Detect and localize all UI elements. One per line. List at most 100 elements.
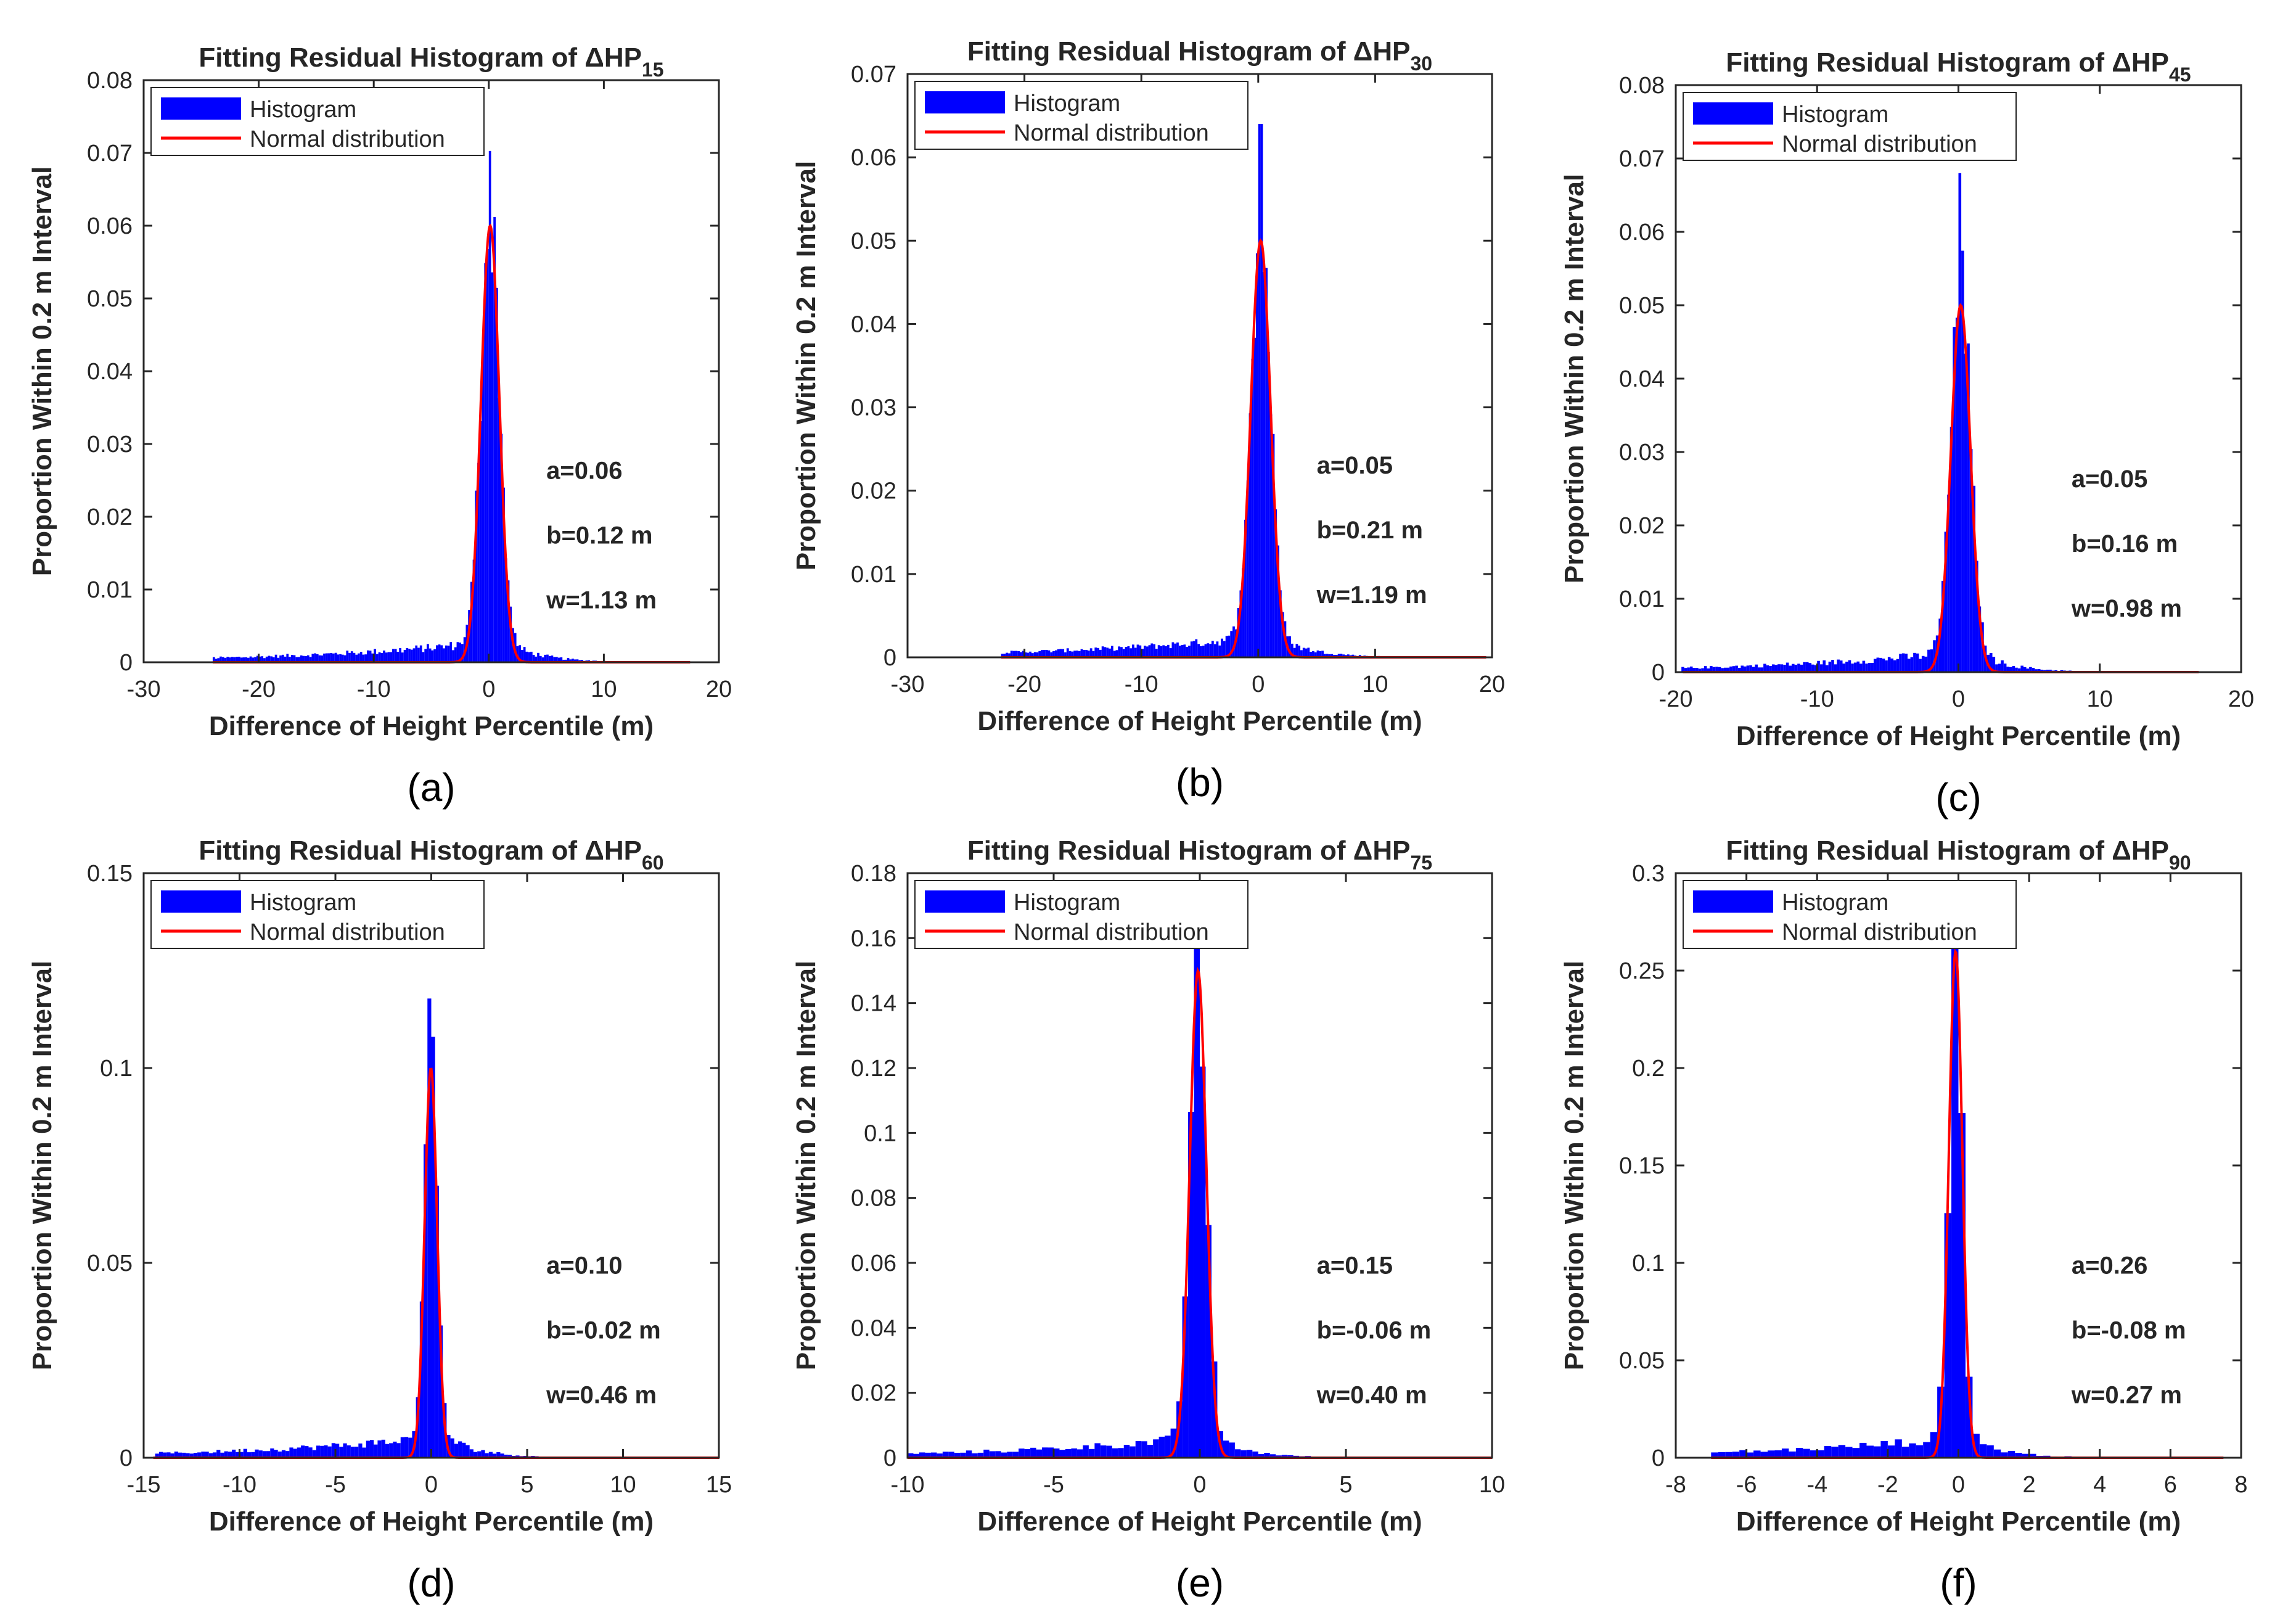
histogram-bar <box>1146 646 1149 657</box>
histogram-bar <box>1181 644 1184 657</box>
y-tick-label: 0.08 <box>851 1186 896 1212</box>
x-tick-label: 8 <box>2234 1472 2247 1498</box>
histogram-bar <box>293 655 296 662</box>
y-tick-label: 0.04 <box>1619 366 1665 392</box>
x-tick-label: 0 <box>1952 686 1965 712</box>
histogram-bar <box>1930 649 1933 672</box>
histogram-bar <box>481 1450 485 1458</box>
histogram-bar <box>438 1325 443 1458</box>
histogram-bar <box>1351 654 1355 657</box>
histogram-bar <box>1256 253 1258 658</box>
histogram-bar <box>1749 665 1752 672</box>
histogram-bar <box>1017 651 1020 657</box>
histogram-bar <box>1087 650 1090 657</box>
histogram-bar <box>544 654 547 662</box>
histogram-bar <box>1232 626 1235 657</box>
histogram-bar <box>1896 659 1900 672</box>
histogram-bar <box>236 1452 240 1458</box>
histogram-bar <box>1307 647 1310 657</box>
histogram-bar <box>419 645 422 662</box>
histogram-bar <box>456 642 459 662</box>
histogram-bar <box>284 656 287 662</box>
histogram-bar <box>1777 664 1781 672</box>
histogram-bar <box>375 654 379 662</box>
histogram-bar <box>385 652 388 662</box>
histogram-bar <box>1781 1448 1789 1458</box>
histogram-bar <box>228 1452 232 1458</box>
histogram-bar <box>272 657 275 662</box>
histogram-bar <box>408 649 411 662</box>
histogram-bar <box>1989 652 1993 672</box>
histogram-bar <box>1958 173 1962 672</box>
fit-annotation: w=1.19 m <box>1316 581 1427 609</box>
histogram-bar <box>1684 668 1687 672</box>
histogram-bar <box>369 1440 374 1458</box>
histogram-bar <box>1160 646 1163 657</box>
histogram-bar <box>1927 649 1930 672</box>
y-tick-label: 0 <box>1652 1445 1665 1471</box>
y-tick-label: 0.06 <box>851 145 896 171</box>
x-tick-label: 0 <box>1193 1472 1206 1498</box>
histogram-bar <box>415 645 418 662</box>
histogram-bar <box>219 656 222 662</box>
histogram-bar <box>1147 1445 1154 1458</box>
histogram-bar <box>1068 651 1072 657</box>
histogram-bar <box>2026 668 2030 672</box>
histogram-bar <box>392 649 395 662</box>
histogram-bar <box>1340 654 1343 657</box>
histogram-bar <box>1071 1448 1077 1458</box>
histogram-bar <box>1979 1444 1987 1458</box>
histogram-bar <box>381 1439 385 1458</box>
histogram-bar <box>331 1443 335 1458</box>
chart-title: Fitting Residual Histogram of ΔHP60 <box>199 836 663 874</box>
histogram-bar <box>197 1452 202 1458</box>
histogram-bar <box>1923 1442 1930 1458</box>
histogram-bar <box>573 659 576 662</box>
y-tick-label: 0 <box>1652 660 1665 686</box>
histogram-bar <box>1225 636 1228 657</box>
histogram-bar <box>1831 660 1834 672</box>
x-tick-label: -30 <box>127 676 161 702</box>
y-tick-label: 0.02 <box>851 1381 896 1407</box>
histogram-bar <box>387 652 390 662</box>
histogram-bar <box>321 655 324 662</box>
histogram-bar <box>435 645 438 662</box>
fit-annotation: w=1.13 m <box>546 587 657 614</box>
histogram-bar <box>1998 664 2001 672</box>
histogram-bar <box>1066 648 1069 657</box>
histogram-bar <box>1155 649 1158 657</box>
histogram-bar <box>1310 652 1313 657</box>
histogram-bar <box>240 657 243 662</box>
histogram-bar <box>261 656 264 662</box>
histogram-bar <box>535 656 538 662</box>
histogram-bar <box>279 655 282 662</box>
histogram-bar <box>1848 660 1851 672</box>
histogram-bar <box>1302 647 1305 657</box>
y-tick-label: 0.12 <box>851 1056 896 1082</box>
histogram-bar <box>247 657 250 662</box>
histogram-bar <box>1178 646 1181 657</box>
x-tick-label: -2 <box>1877 1472 1898 1498</box>
histogram-bar <box>548 655 551 662</box>
histogram-bar <box>1113 651 1116 657</box>
histogram-bar <box>1321 651 1324 657</box>
histogram-bar <box>1951 882 1959 1458</box>
histogram-bar <box>350 651 353 662</box>
histogram-bar <box>424 649 427 662</box>
histogram-bar <box>1143 646 1146 657</box>
histogram-bar <box>440 645 443 662</box>
histogram-bar <box>1704 666 1707 672</box>
histogram-bar <box>1689 666 1693 672</box>
x-tick-label: -4 <box>1806 1472 1827 1498</box>
histogram-bar <box>2009 667 2012 672</box>
histogram-bar <box>1012 1452 1019 1458</box>
histogram-bar <box>1312 651 1314 657</box>
histogram-bar <box>374 649 376 662</box>
histogram-bar <box>431 1037 435 1458</box>
histogram-bar <box>1207 643 1210 657</box>
histogram-bar <box>404 1437 409 1458</box>
x-tick-label: 20 <box>2228 686 2254 712</box>
histogram-bar <box>346 651 349 662</box>
histogram-bar <box>1001 1452 1007 1458</box>
histogram-bar <box>1729 666 1732 672</box>
